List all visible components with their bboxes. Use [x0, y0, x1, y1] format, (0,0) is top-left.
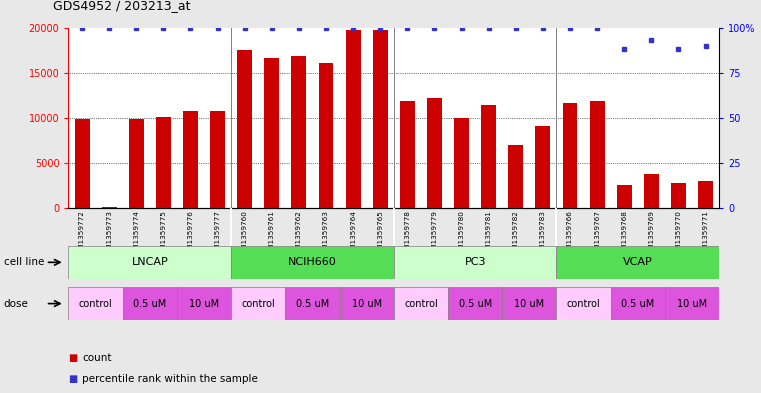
Bar: [536, 126, 550, 208]
Text: control: control: [404, 299, 438, 309]
Text: count: count: [82, 353, 112, 363]
Text: control: control: [241, 299, 275, 309]
Bar: [345, 30, 361, 208]
Bar: [454, 118, 469, 208]
Text: 10 uM: 10 uM: [189, 299, 219, 309]
Bar: [285, 287, 339, 320]
Text: percentile rank within the sample: percentile rank within the sample: [82, 374, 258, 384]
Text: dose: dose: [4, 299, 29, 309]
Bar: [665, 287, 719, 320]
Bar: [183, 111, 198, 208]
Bar: [556, 246, 719, 279]
Bar: [508, 145, 524, 208]
Bar: [291, 55, 307, 208]
Bar: [671, 183, 686, 208]
Bar: [394, 287, 448, 320]
Text: 10 uM: 10 uM: [352, 299, 382, 309]
Bar: [129, 119, 144, 208]
Bar: [156, 117, 170, 208]
Bar: [373, 30, 387, 208]
Bar: [400, 101, 415, 208]
Text: NCIH660: NCIH660: [288, 257, 337, 267]
Bar: [264, 58, 279, 208]
Bar: [68, 287, 123, 320]
Bar: [502, 287, 556, 320]
Bar: [231, 287, 285, 320]
Text: control: control: [567, 299, 600, 309]
Text: VCAP: VCAP: [623, 257, 653, 267]
Bar: [562, 103, 578, 208]
Bar: [339, 287, 394, 320]
Bar: [481, 105, 496, 208]
Bar: [617, 185, 632, 208]
Bar: [590, 101, 604, 208]
Text: 10 uM: 10 uM: [677, 299, 707, 309]
Text: control: control: [78, 299, 113, 309]
Bar: [644, 174, 659, 208]
Text: LNCAP: LNCAP: [132, 257, 168, 267]
Bar: [123, 287, 177, 320]
Bar: [210, 111, 225, 208]
Text: ■: ■: [68, 374, 78, 384]
Bar: [177, 287, 231, 320]
Bar: [394, 246, 556, 279]
Text: 0.5 uM: 0.5 uM: [621, 299, 654, 309]
Text: 10 uM: 10 uM: [514, 299, 544, 309]
Text: ■: ■: [68, 353, 78, 363]
Text: 0.5 uM: 0.5 uM: [296, 299, 329, 309]
Bar: [610, 287, 665, 320]
Text: 0.5 uM: 0.5 uM: [459, 299, 492, 309]
Bar: [427, 98, 442, 208]
Bar: [448, 287, 502, 320]
Text: GDS4952 / 203213_at: GDS4952 / 203213_at: [53, 0, 191, 12]
Bar: [231, 246, 394, 279]
Bar: [237, 50, 252, 208]
Bar: [556, 287, 610, 320]
Bar: [319, 63, 333, 208]
Bar: [68, 246, 231, 279]
Text: PC3: PC3: [464, 257, 486, 267]
Bar: [75, 119, 90, 208]
Bar: [698, 181, 713, 208]
Text: 0.5 uM: 0.5 uM: [133, 299, 167, 309]
Text: cell line: cell line: [4, 257, 44, 267]
